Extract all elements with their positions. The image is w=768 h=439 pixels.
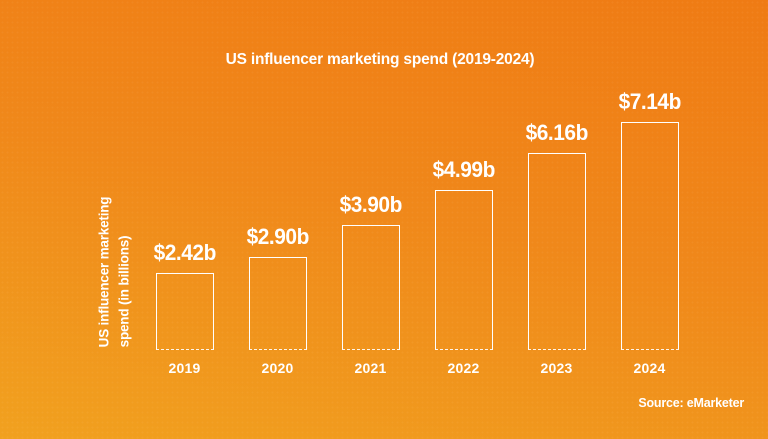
bar-value-label-2019: $2.42b [153,240,216,265]
year-label-2019: 2019 [168,360,201,376]
bar-group-2023: $6.16b 2023 [510,120,603,376]
bar-value-label-2023: $6.16b [525,120,588,145]
bar-2020 [248,257,307,350]
year-label-2020: 2020 [261,360,294,376]
chart-title: US influencer marketing spend (2019-2024… [225,51,535,68]
y-axis-label: US influencer marketing spend (in billio… [94,197,133,348]
bar-2022 [434,190,493,350]
source-credit: Source: eMarketer [638,396,744,410]
bar-chart: $2.42b 2019 $2.90b 2020 $3.90b 2021 $4.99b 2022… [138,0,696,376]
bar-group-2020: $2.90b 2020 [231,224,324,376]
bar-group-2024: $7.14b 2024 [603,89,696,376]
bar-value-label-2024: $7.14b [618,89,681,114]
bar-2024 [620,122,679,350]
bar-value-label-2021: $3.90b [339,192,402,217]
bar-group-2019: $2.42b 2019 [138,240,231,376]
bar-group-2022: $4.99b 2022 [417,157,510,376]
year-label-2021: 2021 [354,360,387,376]
y-axis-label-line-1: US influencer marketing [96,196,112,348]
bar-group-2021: $3.90b 2021 [324,192,417,376]
y-axis-label-line-2: spend (in billions) [116,235,131,348]
bar-value-label-2020: $2.90b [246,224,309,249]
bar-2023 [527,153,586,350]
bar-2021 [341,225,400,350]
year-label-2022: 2022 [447,360,480,376]
year-label-2024: 2024 [633,360,666,376]
bar-value-label-2022: $4.99b [432,157,495,182]
bar-2019 [155,273,214,350]
year-label-2023: 2023 [540,360,573,376]
